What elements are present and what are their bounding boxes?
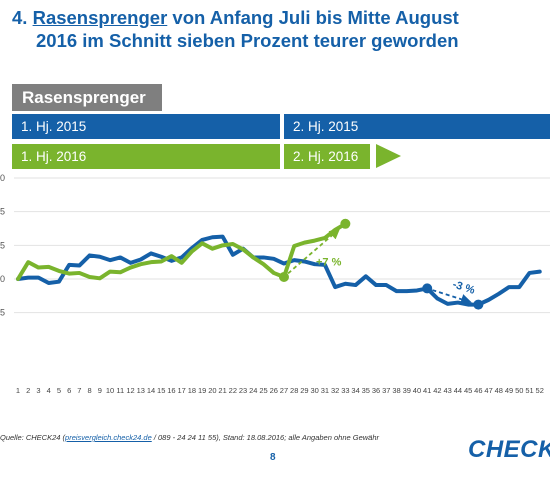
x-tick-label: 17 [178,386,186,395]
source-note: Quelle: CHECK24 (preisvergleich.check24.… [0,433,379,442]
x-tick-label: 44 [454,386,462,395]
x-tick-label: 6 [67,386,71,395]
band-first-half-2015: 1. Hj. 2015 [12,114,280,139]
x-tick-label: 7 [77,386,81,395]
band-first-half-2016: 1. Hj. 2016 [12,144,280,169]
x-tick-label: 47 [484,386,492,395]
x-tick-label: 13 [137,386,145,395]
y-tick-label: 5 [0,240,5,250]
x-tick-label: 32 [331,386,339,395]
y-tick-label: 5 [0,308,5,318]
x-tick-label: 49 [505,386,513,395]
x-tick-label: 43 [443,386,451,395]
x-tick-label: 11 [116,386,124,395]
annotation-end-point [340,218,351,229]
x-tick-label: 28 [290,386,298,395]
y-tick-label: 0 [0,274,5,284]
x-tick-label: 24 [249,386,257,395]
x-tick-label: 40 [413,386,421,395]
annotation-label-1: -3 % [451,279,476,297]
title-number: 4. [12,7,28,28]
x-tick-label: 45 [464,386,472,395]
x-tick-label: 48 [495,386,503,395]
source-suffix: / 089 - 24 24 11 55), Stand: 18.08.2016;… [151,433,380,442]
x-tick-label: 16 [167,386,175,395]
series-line-1 [16,221,348,281]
x-tick-label: 22 [229,386,237,395]
title-line2: 2016 im Schnitt sieben Prozent teurer ge… [36,30,459,51]
x-tick-label: 46 [474,386,482,395]
band-second-half-2016: 2. Hj. 2016 [284,144,370,169]
x-tick-label: 20 [208,386,216,395]
page-number: 8 [270,452,276,463]
x-tick-label: 50 [515,386,523,395]
x-tick-label: 29 [300,386,308,395]
x-tick-label: 35 [362,386,370,395]
x-tick-label: 1 [16,386,20,395]
x-tick-label: 10 [106,386,114,395]
x-tick-label: 41 [423,386,431,395]
annotation-label-0: +7 % [316,256,342,268]
x-tick-label: 18 [188,386,196,395]
x-tick-label: 38 [392,386,400,395]
x-tick-label: 8 [88,386,92,395]
x-tick-label: 15 [157,386,165,395]
x-tick-label: 26 [270,386,278,395]
x-tick-label: 2 [26,386,30,395]
x-tick-label: 37 [382,386,390,395]
x-tick-label: 23 [239,386,247,395]
x-tick-label: 39 [403,386,411,395]
x-tick-label: 9 [98,386,102,395]
x-tick-label: 36 [372,386,380,395]
x-tick-label: 34 [351,386,359,395]
x-tick-label: 25 [259,386,267,395]
x-tick-label: 33 [341,386,349,395]
x-tick-label: 14 [147,386,155,395]
title-line1-rest: von Anfang Juli bis Mitte August [172,7,459,28]
page-title: 4. Rasensprenger von Anfang Juli bis Mit… [12,6,542,52]
source-link[interactable]: preisvergleich.check24.de [65,433,152,442]
annotation-start-point [422,283,433,294]
x-tick-label: 3 [36,386,40,395]
x-tick-label: 12 [126,386,134,395]
x-tick-label: 27 [280,386,288,395]
x-tick-label: 21 [218,386,226,395]
title-highlight-link[interactable]: Rasensprenger [32,7,168,28]
y-tick-label: 0 [0,173,5,183]
x-tick-label: 5 [57,386,61,395]
annotation-end-point [473,299,484,310]
continuation-arrow-icon [376,144,401,168]
band-second-half-2015: 2. Hj. 2015 [284,114,550,139]
series-line-0 [16,234,542,307]
x-tick-label: 30 [310,386,318,395]
product-banner: Rasensprenger [12,84,162,111]
x-tick-label: 31 [321,386,329,395]
x-tick-label: 51 [525,386,533,395]
x-tick-label: 42 [433,386,441,395]
brand-logo: CHECK [468,436,550,463]
y-tick-label: 5 [0,207,5,217]
x-tick-label: 52 [536,386,544,395]
source-prefix: Quelle: CHECK24 ( [0,433,66,442]
annotation-start-point [278,271,289,282]
x-tick-label: 19 [198,386,206,395]
x-tick-label: 4 [47,386,51,395]
